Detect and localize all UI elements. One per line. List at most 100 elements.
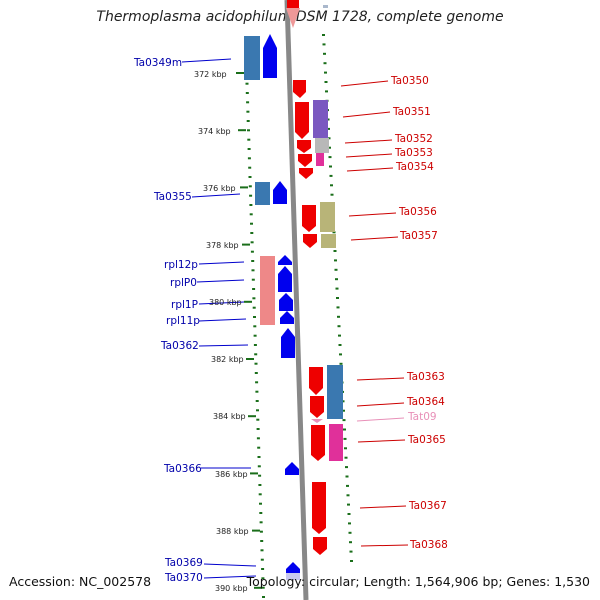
gene-label-ta0351[interactable]: Ta0351 (392, 106, 431, 118)
gene-arrow-ta0356[interactable] (302, 205, 316, 232)
feature-block-ta0353[interactable] (316, 153, 324, 166)
feature-block-ta0355[interactable] (255, 182, 270, 205)
gene-arrow-ta0362[interactable] (281, 328, 295, 358)
gene-label-rplp0[interactable]: rplP0 (170, 277, 197, 289)
ruler-dot (338, 334, 341, 337)
gene-label-ta0366[interactable]: Ta0366 (163, 463, 202, 475)
ruler-dot (347, 513, 351, 515)
leader-line (356, 402, 405, 407)
ruler-dot (323, 62, 327, 65)
ruler-dot (325, 90, 328, 93)
topology-label: Topology: circular; Length: 1,564,906 bp… (246, 574, 590, 589)
gene-label-ta0354[interactable]: Ta0354 (395, 161, 434, 173)
gene-arrow-ta0364[interactable] (310, 396, 324, 418)
ruler-dot (255, 400, 259, 402)
ruler-dot (324, 81, 328, 83)
gene-label-ta0352[interactable]: Ta0352 (394, 133, 433, 145)
gene-arrow-tat09[interactable] (311, 419, 323, 423)
leader-line (342, 111, 391, 118)
gene-label-ta0349m[interactable]: Ta0349m (133, 57, 182, 69)
gene-label-ta0362[interactable]: Ta0362 (160, 340, 199, 352)
gene-arrow-ta0369[interactable] (286, 562, 300, 573)
ruler-dot (339, 353, 342, 356)
feature-block-ribosomal[interactable] (260, 256, 275, 325)
ruler-dot (247, 138, 251, 141)
gene-arrow-ta0357[interactable] (303, 234, 317, 248)
gene-label-ta0367[interactable]: Ta0367 (408, 500, 447, 512)
gene-arrow-ta0351[interactable] (295, 102, 309, 139)
gene-label-ta0356[interactable]: Ta0356 (398, 206, 437, 218)
ruler-dot (253, 316, 256, 318)
gene-label-ta0369[interactable]: Ta0369 (164, 557, 203, 569)
gene-arrow-ta0366[interactable] (285, 462, 299, 475)
ruler-dot (259, 530, 263, 533)
gene-arrow-ta0355[interactable] (273, 181, 287, 204)
ruler-dot (250, 232, 254, 234)
ruler-dot (253, 325, 257, 328)
ruler-dot (328, 146, 331, 149)
gene-arrow-ta0349m[interactable] (263, 34, 277, 78)
feature-block-ta0356[interactable] (320, 202, 335, 232)
gene-arrow-rpl11p[interactable] (280, 311, 294, 324)
ruler-dot (252, 297, 256, 300)
ruler-label-382: 382 kbp (211, 355, 244, 364)
gene-arrow-ta0368[interactable] (313, 537, 327, 555)
gene-arrow-ta0367[interactable] (312, 482, 326, 534)
feature-block-ta0363[interactable] (327, 365, 343, 419)
ruler-dot (254, 372, 258, 374)
gene-arrow-ta0354[interactable] (299, 168, 313, 179)
gene-arrow-ta0350[interactable] (293, 80, 306, 98)
feature-block-ta0351[interactable] (313, 100, 328, 138)
leader-line (356, 377, 405, 381)
ruler-dot (349, 550, 353, 553)
ruler-major-tick (236, 72, 244, 74)
ruler-dot (334, 259, 337, 262)
ruler-dot (256, 409, 259, 412)
ruler-dot (252, 306, 256, 309)
gene-label-tat09[interactable]: Tat09 (407, 411, 437, 423)
gene-label-ta0353[interactable]: Ta0353 (394, 147, 433, 159)
gene-arrow-rpl12p[interactable] (278, 255, 292, 265)
feature-block-ta0365[interactable] (329, 424, 343, 461)
leader-line (345, 153, 393, 158)
gene-arrow-top-stub-2[interactable] (323, 5, 328, 8)
gene-arrow-ta0363[interactable] (309, 367, 323, 395)
gene-arrow-top-stub[interactable] (286, 0, 300, 28)
gene-label-ta0363[interactable]: Ta0363 (406, 371, 445, 383)
gene-arrow-rplp0[interactable] (278, 266, 292, 292)
ruler-major-tick (246, 358, 254, 360)
ruler-dot (345, 466, 348, 469)
ruler-dot (261, 568, 265, 570)
ruler-dot (260, 540, 264, 542)
ruler-dot (250, 250, 254, 253)
gene-label-ta0370[interactable]: Ta0370 (164, 572, 203, 584)
gene-arrow-ta0365[interactable] (311, 425, 325, 461)
leader-line (191, 193, 241, 198)
ruler-dot (252, 288, 256, 290)
accession-label: Accession: NC_002578 (9, 574, 152, 589)
gene-label-rpl1p[interactable]: rpl1P (171, 299, 198, 311)
ruler-label-390: 390 kbp (215, 584, 248, 593)
ruler-label-376: 376 kbp (203, 184, 236, 193)
ruler-label-374: 374 kbp (198, 127, 231, 136)
gene-label-ta0364[interactable]: Ta0364 (406, 396, 445, 408)
feature-block-ta0349m[interactable] (244, 36, 260, 80)
leader-line (360, 544, 409, 547)
gene-label-ta0350[interactable]: Ta0350 (390, 75, 429, 87)
ruler-dot (344, 447, 347, 450)
ruler-major-tick (238, 129, 246, 132)
feature-block-ta0352[interactable] (315, 138, 329, 153)
feature-block-ta0357[interactable] (321, 234, 336, 248)
gene-label-rpl11p[interactable]: rpl11p (166, 315, 200, 327)
gene-arrow-rpl1p[interactable] (279, 293, 293, 311)
feature-block-ta0370[interactable] (286, 573, 300, 580)
gene-label-ta0355[interactable]: Ta0355 (153, 191, 192, 203)
gene-arrow-ta0352[interactable] (297, 140, 311, 153)
gene-label-ta0357[interactable]: Ta0357 (399, 230, 438, 242)
gene-label-rpl12p[interactable]: rpl12p (164, 259, 198, 271)
ruler-dot (334, 268, 338, 271)
gene-label-ta0365[interactable]: Ta0365 (407, 434, 446, 446)
leader-line (356, 417, 405, 422)
gene-label-ta0368[interactable]: Ta0368 (409, 539, 448, 551)
gene-arrow-ta0353[interactable] (298, 154, 312, 167)
